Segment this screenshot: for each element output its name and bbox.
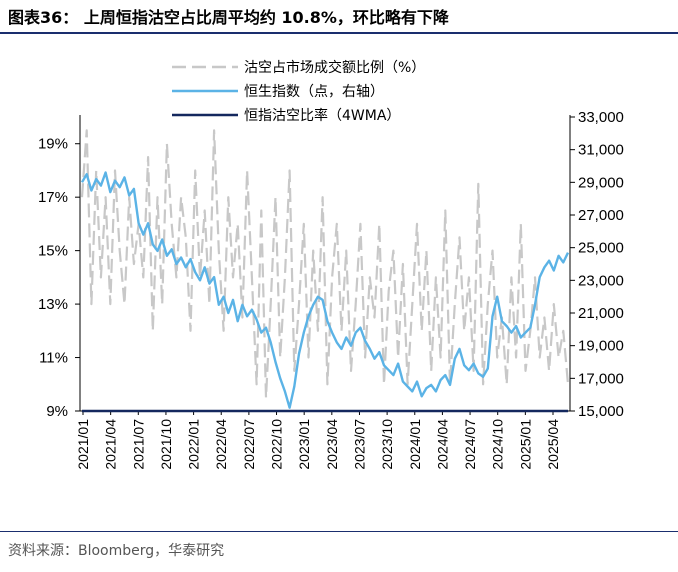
right-tick-label: 31,000 <box>578 142 624 159</box>
x-tick-label: 2024/01 <box>407 419 423 470</box>
x-tick-label: 2024/07 <box>462 419 478 470</box>
x-tick-label: 2024/04 <box>434 419 450 470</box>
x-tick-label: 2022/07 <box>241 419 257 470</box>
left-tick-label: 9% <box>46 403 68 420</box>
right-tick-label: 15,000 <box>578 403 624 420</box>
x-tick-label: 2021/10 <box>158 419 174 470</box>
source-divider <box>0 531 678 532</box>
legend-label-1: 沽空占市场成交额比例（%） <box>244 59 425 76</box>
x-tick-label: 2021/07 <box>130 419 146 470</box>
x-tick-label: 2022/04 <box>213 419 229 470</box>
x-tick-label: 2022/01 <box>186 419 202 470</box>
left-tick-label: 17% <box>38 189 68 206</box>
right-tick-label: 23,000 <box>578 272 624 289</box>
right-tick-label: 29,000 <box>578 174 624 191</box>
right-tick-label: 19,000 <box>578 338 624 355</box>
x-tick-label: 2025/04 <box>545 419 561 470</box>
right-tick-label: 17,000 <box>578 370 624 387</box>
left-tick-label: 15% <box>38 243 68 260</box>
series-line-1 <box>80 129 570 399</box>
source-note: 资料来源：Bloomberg，华泰研究 <box>8 543 225 559</box>
axes: 9% 11% 13% 15% 17% 19% 15,000 17,000 19,000 21,00… <box>38 109 624 470</box>
x-tick-label: 2023/01 <box>296 419 312 470</box>
chart-title: 图表36： 上周恒指沽空占比周平均约 10.8%，环比略有下降 <box>8 8 449 27</box>
title-divider <box>0 32 678 34</box>
x-tick-label: 2023/10 <box>379 419 395 470</box>
x-tick-label: 2022/10 <box>269 419 285 470</box>
x-tick-label: 2023/07 <box>351 419 367 470</box>
x-tick-label: 2024/10 <box>490 419 506 470</box>
right-tick-label: 21,000 <box>578 305 624 322</box>
legend-label-3: 恒指沽空比率（4WMA） <box>244 107 400 124</box>
right-tick-label: 27,000 <box>578 207 624 224</box>
legend-label-2: 恒生指数（点，右轴） <box>244 84 384 100</box>
x-tick-label: 2023/04 <box>324 419 340 470</box>
legend: 沽空占市场成交额比例（%） 恒生指数（点，右轴） 恒指沽空比率（4WMA） <box>172 59 425 124</box>
x-tick-label: 2025/01 <box>517 419 533 470</box>
x-tick-label: 2021/01 <box>75 419 91 470</box>
right-tick-label: 25,000 <box>578 240 624 257</box>
x-tick-label: 2021/04 <box>103 419 119 470</box>
left-tick-label: 19% <box>38 136 68 153</box>
left-tick-label: 11% <box>39 350 68 367</box>
left-tick-label: 13% <box>38 296 68 313</box>
right-tick-label: 33,000 <box>578 109 624 126</box>
series-line-2 <box>80 171 570 409</box>
chart-marks <box>80 129 570 413</box>
chart-canvas: 9% 11% 13% 15% 17% 19% 15,000 17,000 19,000 21,00… <box>38 59 624 470</box>
